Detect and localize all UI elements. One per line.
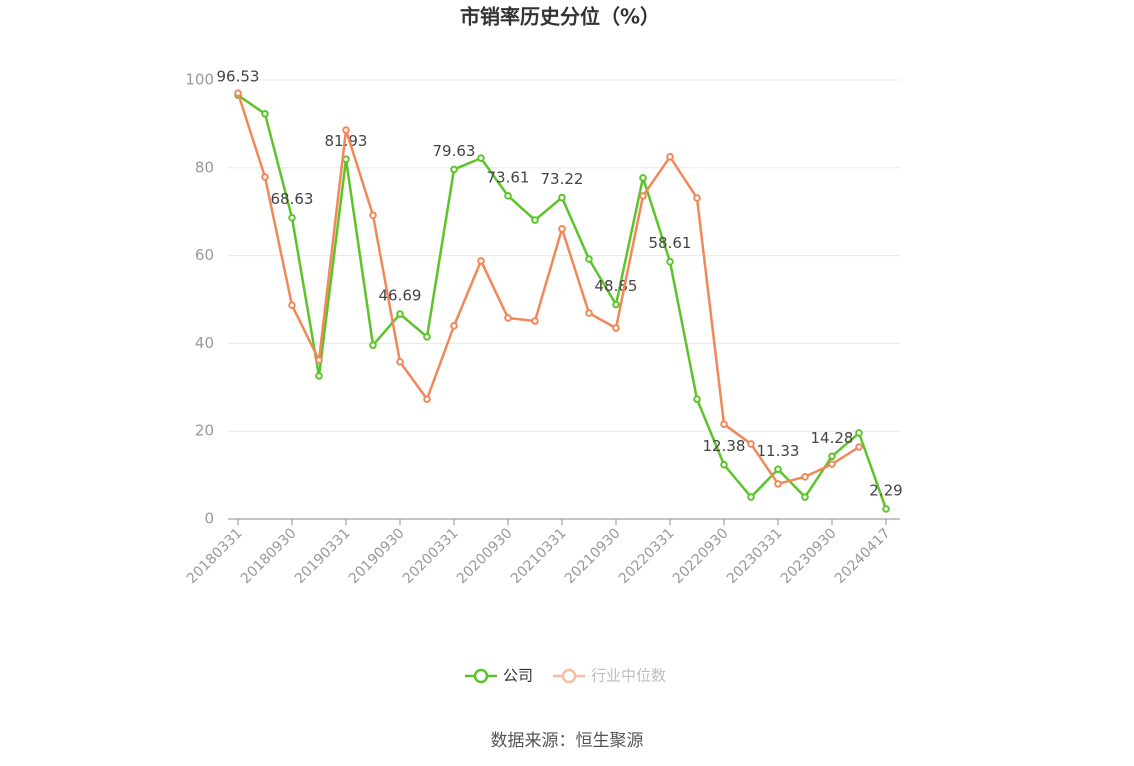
data-point bbox=[261, 110, 269, 118]
data-label: 12.38 bbox=[703, 437, 746, 455]
data-point bbox=[720, 460, 728, 469]
data-label: 14.28 bbox=[811, 429, 854, 447]
data-point bbox=[774, 465, 782, 474]
legend-item: 行业中位数 bbox=[553, 667, 666, 685]
data-label: 81.93 bbox=[325, 132, 368, 150]
y-tick-label: 100 bbox=[185, 71, 214, 89]
data-point bbox=[558, 225, 566, 233]
data-label: 79.63 bbox=[433, 142, 476, 160]
legend-marker bbox=[561, 668, 577, 684]
data-point bbox=[558, 193, 566, 202]
data-point bbox=[315, 356, 323, 364]
data-label: 73.22 bbox=[541, 170, 584, 188]
data-point bbox=[423, 395, 431, 403]
x-tick-label: 20230930 bbox=[778, 525, 840, 587]
data-point bbox=[855, 443, 863, 451]
data-point bbox=[882, 505, 890, 513]
y-tick-label: 20 bbox=[195, 422, 214, 440]
data-point bbox=[396, 310, 404, 318]
data-label: 58.61 bbox=[649, 234, 692, 252]
data-point bbox=[774, 480, 782, 488]
data-point bbox=[342, 126, 350, 134]
data-point bbox=[477, 154, 485, 162]
data-point bbox=[234, 89, 242, 97]
x-tick-label: 20210331 bbox=[508, 525, 570, 587]
data-point bbox=[504, 192, 512, 200]
data-point bbox=[585, 309, 593, 317]
data-point bbox=[828, 460, 836, 468]
data-point bbox=[801, 473, 809, 481]
data-point bbox=[477, 257, 485, 265]
data-point bbox=[288, 213, 296, 222]
x-tick-label: 20220930 bbox=[670, 525, 732, 587]
legend-label: 行业中位数 bbox=[591, 667, 666, 685]
data-point bbox=[315, 372, 323, 380]
data-point bbox=[693, 395, 701, 403]
data-point bbox=[261, 173, 269, 181]
data-point bbox=[585, 255, 593, 263]
data-point bbox=[747, 440, 755, 448]
x-tick-label: 20200331 bbox=[400, 525, 462, 587]
x-tick-label: 20180331 bbox=[184, 525, 246, 587]
data-point bbox=[288, 301, 296, 310]
legend-marker bbox=[473, 668, 489, 684]
data-point bbox=[450, 322, 458, 330]
data-point bbox=[666, 153, 674, 161]
data-point bbox=[639, 192, 647, 200]
data-label: 96.53 bbox=[217, 68, 260, 86]
legend-label: 公司 bbox=[503, 667, 533, 685]
chart-title: 市销率历史分位（%） bbox=[460, 5, 660, 29]
x-tick-label: 20230331 bbox=[724, 525, 786, 587]
data-label: 73.61 bbox=[487, 168, 530, 186]
x-tick-label: 20190930 bbox=[346, 525, 408, 587]
x-tick-label: 20180930 bbox=[238, 525, 300, 587]
data-point bbox=[504, 314, 512, 322]
data-point bbox=[639, 174, 647, 182]
y-tick-label: 40 bbox=[195, 334, 214, 352]
data-point bbox=[369, 211, 377, 220]
data-point bbox=[531, 216, 539, 224]
x-tick-label: 20190331 bbox=[292, 525, 354, 587]
data-point bbox=[720, 420, 728, 428]
data-point bbox=[666, 257, 674, 266]
data-label: 68.63 bbox=[271, 190, 314, 208]
x-tick-label: 20240417 bbox=[832, 525, 894, 587]
source: 数据来源：恒生聚源 bbox=[491, 731, 644, 751]
data-point bbox=[828, 452, 836, 461]
legend-item: 公司 bbox=[465, 667, 533, 685]
data-point bbox=[612, 300, 620, 309]
x-tick-label: 20200930 bbox=[454, 525, 516, 587]
y-tick-label: 80 bbox=[195, 158, 214, 176]
data-label: 2.29 bbox=[869, 481, 902, 499]
data-point bbox=[396, 358, 404, 366]
data-point bbox=[531, 317, 539, 325]
y-tick-label: 0 bbox=[204, 510, 214, 528]
data-label: 11.33 bbox=[757, 442, 800, 460]
data-point bbox=[801, 493, 809, 501]
y-tick-label: 60 bbox=[195, 246, 214, 264]
series-line bbox=[236, 92, 860, 486]
data-point bbox=[693, 194, 701, 202]
data-point bbox=[612, 324, 620, 332]
x-tick-label: 20210930 bbox=[562, 525, 624, 587]
data-point bbox=[423, 333, 431, 341]
data-point bbox=[369, 341, 377, 349]
data-label: 46.69 bbox=[379, 287, 422, 305]
data-point bbox=[450, 165, 458, 174]
data-label: 48.85 bbox=[595, 277, 638, 295]
x-tick-label: 20220331 bbox=[616, 525, 678, 587]
data-point bbox=[747, 493, 755, 501]
data-point bbox=[855, 429, 863, 437]
